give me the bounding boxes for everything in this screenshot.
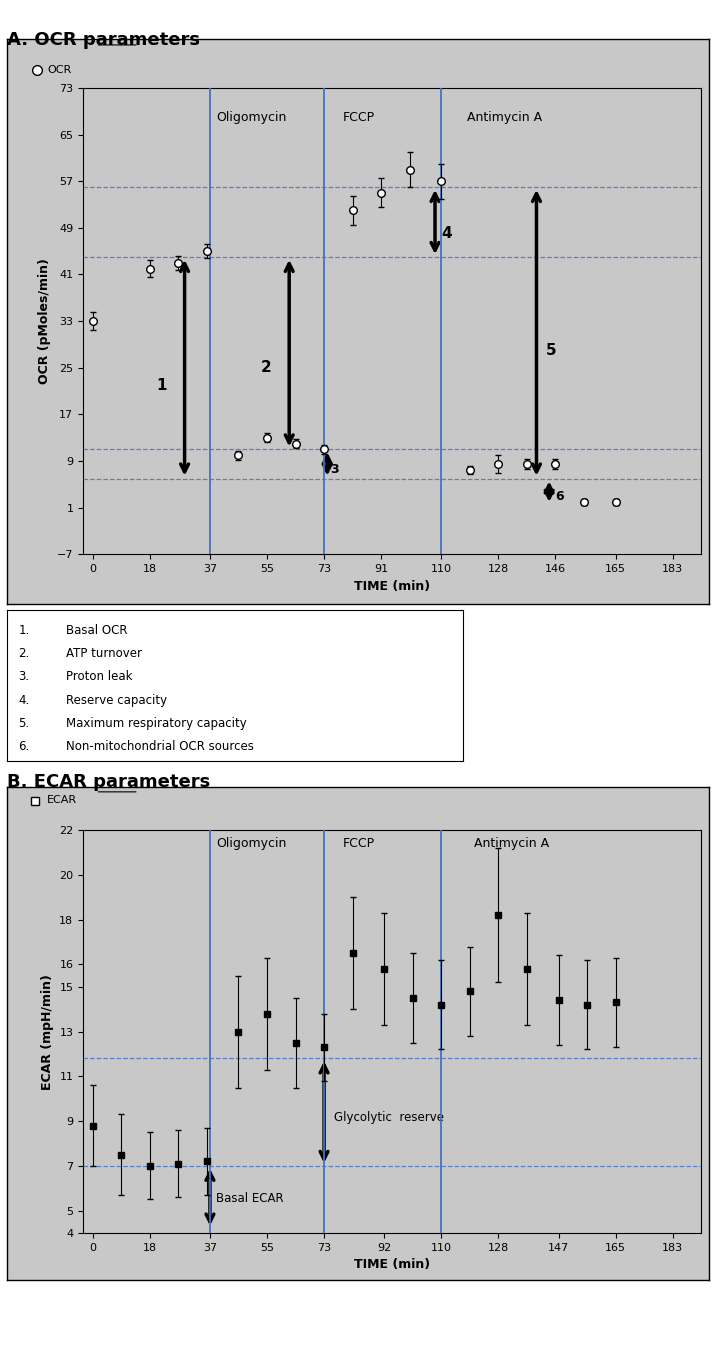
Text: 2: 2 [261, 360, 271, 376]
Text: FCCP: FCCP [343, 111, 375, 124]
Text: 6.: 6. [19, 740, 30, 753]
Text: 1: 1 [156, 377, 166, 392]
Text: B. ECAR parameters: B. ECAR parameters [7, 773, 210, 791]
Text: ECAR: ECAR [47, 795, 77, 806]
Text: FCCP: FCCP [343, 837, 375, 850]
Text: A. OCR parameters: A. OCR parameters [7, 31, 200, 49]
Text: OCR: OCR [47, 65, 72, 76]
Text: 3.: 3. [19, 671, 30, 684]
Text: Antimycin A: Antimycin A [467, 111, 542, 124]
Text: Maximum respiratory capacity: Maximum respiratory capacity [67, 717, 247, 730]
Text: Oligomycin: Oligomycin [216, 111, 286, 124]
Text: Basal ECAR: Basal ECAR [216, 1191, 284, 1205]
Text: Antimycin A: Antimycin A [474, 837, 549, 850]
Text: 1.: 1. [19, 625, 30, 637]
Text: Glycolytic  reserve: Glycolytic reserve [333, 1111, 444, 1124]
Text: 2.: 2. [19, 648, 30, 661]
Y-axis label: OCR (pMoles/min): OCR (pMoles/min) [38, 258, 51, 384]
Text: 3: 3 [330, 464, 339, 476]
Text: 5: 5 [546, 343, 557, 358]
Text: 5.: 5. [19, 717, 30, 730]
X-axis label: TIME (min): TIME (min) [354, 580, 430, 592]
Text: Proton leak: Proton leak [67, 671, 133, 684]
Text: Basal OCR: Basal OCR [67, 625, 128, 637]
Text: 4.: 4. [19, 694, 30, 707]
Text: 4: 4 [441, 226, 452, 241]
Y-axis label: ECAR (mpH/min): ECAR (mpH/min) [40, 973, 54, 1090]
Text: ATP turnover: ATP turnover [67, 648, 142, 661]
X-axis label: TIME (min): TIME (min) [354, 1259, 430, 1271]
Text: 6: 6 [555, 489, 564, 503]
Text: Reserve capacity: Reserve capacity [67, 694, 168, 707]
Text: Non-mitochondrial OCR sources: Non-mitochondrial OCR sources [67, 740, 254, 753]
Text: Oligomycin: Oligomycin [216, 837, 286, 850]
